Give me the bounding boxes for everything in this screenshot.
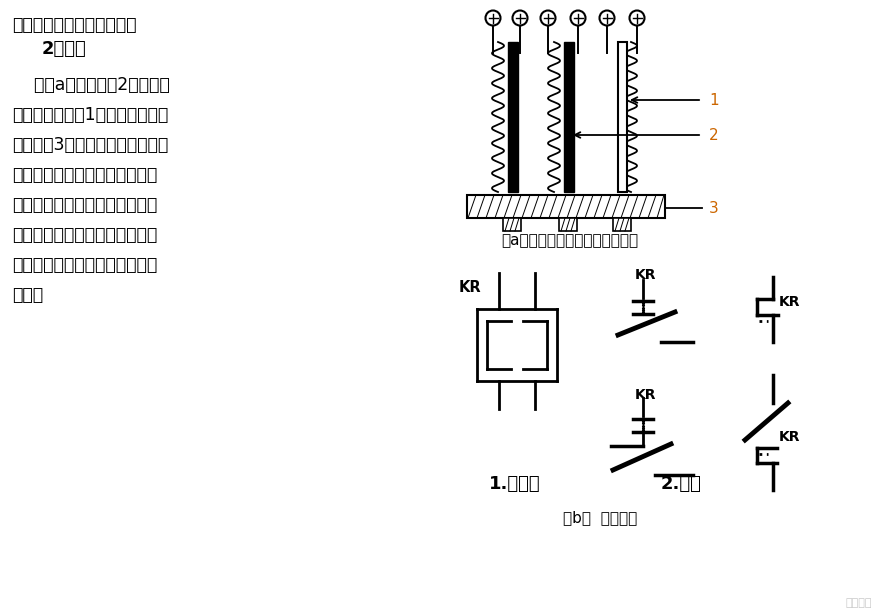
Text: KR: KR [459, 280, 482, 295]
Bar [467, 195, 665, 218]
Text: KR: KR [779, 430, 800, 444]
Text: KR: KR [779, 295, 800, 309]
Bar [508, 42, 518, 192]
Text: 变，即触点发生动作从而切断主: 变，即触点发生动作从而切断主 [12, 256, 158, 274]
Text: 构的运动幅度也越大。当电流大: 构的运动幅度也越大。当电流大 [12, 196, 158, 214]
Bar [613, 218, 631, 231]
Text: 2、结构: 2、结构 [42, 40, 87, 58]
Bar [564, 42, 574, 192]
Text: （a）热继电器感受部分结构示意: （a）热继电器感受部分结构示意 [502, 233, 639, 248]
Text: KR: KR [635, 268, 657, 282]
Text: 如图a中发热元件2通电发热: 如图a中发热元件2通电发热 [12, 76, 169, 94]
Text: 3: 3 [709, 201, 719, 216]
Text: KR: KR [635, 388, 657, 402]
Text: （b）  图文符号: （b） 图文符号 [563, 510, 637, 525]
Text: 2: 2 [709, 128, 719, 143]
Text: 电路。: 电路。 [12, 286, 43, 304]
Bar [618, 42, 627, 192]
Text: 后，主双金属片1受热向左弯曲，: 后，主双金属片1受热向左弯曲， [12, 106, 168, 124]
Bar [559, 218, 577, 231]
Text: 到一定程度时，执行机构发生跃: 到一定程度时，执行机构发生跃 [12, 226, 158, 244]
Text: 推动导板3向左推动执行机构发生: 推动导板3向左推动执行机构发生 [12, 136, 168, 154]
Text: 2.触点: 2.触点 [661, 475, 702, 493]
Text: 1.热元件: 1.热元件 [489, 475, 540, 493]
Bar [503, 218, 521, 231]
Text: 一定的运动。电流越大，执行机: 一定的运动。电流越大，执行机 [12, 166, 158, 184]
Text: 二、热继电器的原理及结构: 二、热继电器的原理及结构 [12, 16, 136, 34]
Text: 1: 1 [709, 93, 719, 108]
Text: 电工之家: 电工之家 [846, 598, 872, 608]
